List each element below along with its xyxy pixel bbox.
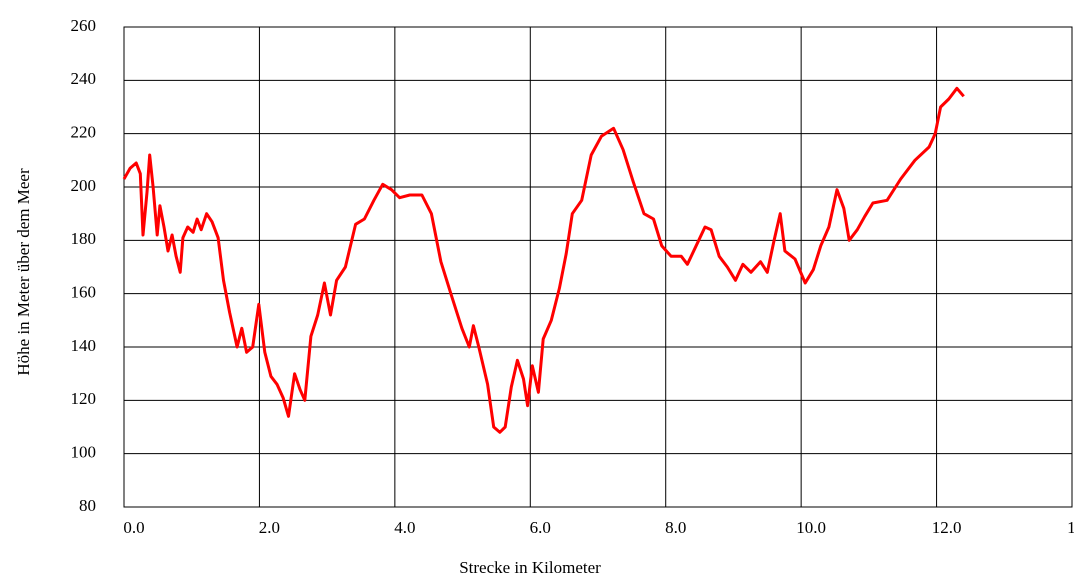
y-tick-label: 160 bbox=[71, 283, 97, 302]
x-tick-label: 0.0 bbox=[123, 518, 144, 537]
y-tick-label: 240 bbox=[71, 69, 97, 88]
x-tick-label: 10.0 bbox=[796, 518, 826, 537]
x-tick-label: 14.0 bbox=[1067, 518, 1074, 537]
y-tick-label: 260 bbox=[71, 16, 97, 35]
y-tick-label: 200 bbox=[71, 176, 97, 195]
y-tick-label: 80 bbox=[79, 496, 96, 515]
y-tick-label: 120 bbox=[71, 389, 97, 408]
y-tick-label: 140 bbox=[71, 336, 97, 355]
x-tick-label: 2.0 bbox=[259, 518, 280, 537]
x-tick-label: 6.0 bbox=[530, 518, 551, 537]
y-tick-label: 100 bbox=[71, 443, 97, 462]
y-tick-label: 220 bbox=[71, 123, 97, 142]
y-axis-title: Höhe in Meter über dem Meer bbox=[14, 168, 33, 376]
line-series bbox=[122, 86, 965, 434]
x-tick-label: 8.0 bbox=[665, 518, 686, 537]
x-tick-label: 4.0 bbox=[394, 518, 415, 537]
x-axis-title: Strecke in Kilometer bbox=[459, 558, 601, 577]
y-tick-label: 180 bbox=[71, 229, 97, 248]
plot-frame bbox=[123, 26, 1073, 508]
x-tick-label: 12.0 bbox=[932, 518, 962, 537]
